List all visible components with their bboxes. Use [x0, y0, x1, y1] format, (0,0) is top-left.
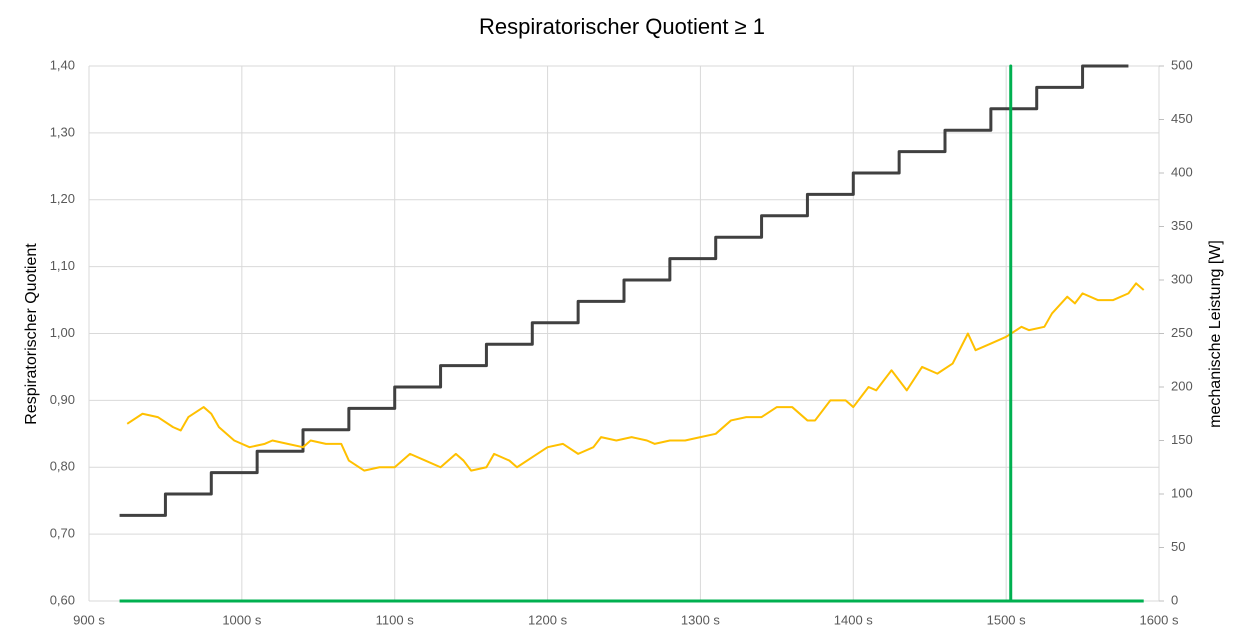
y-tick-label: 0,80: [50, 459, 75, 474]
data-line: [119, 64, 1144, 603]
chart-title: Respiratorischer Quotient ≥ 1: [479, 14, 765, 39]
y2-tick-label: 200: [1171, 378, 1193, 393]
x-tick-label: 1400 s: [834, 612, 874, 627]
y-tick-label: 0,90: [50, 392, 75, 407]
y2-tick-label: 300: [1171, 271, 1193, 286]
x-tick-label: 1500 s: [987, 612, 1027, 627]
y-tick-label: 1,10: [50, 258, 75, 273]
x-tick-label: 1200 s: [528, 612, 568, 627]
y-tick-label: 0,60: [50, 592, 75, 607]
y2-tick-label: 450: [1171, 111, 1193, 126]
y2-tick-label: 150: [1171, 432, 1193, 447]
y2-tick-label: 350: [1171, 218, 1193, 233]
y2-tick-label: 500: [1171, 57, 1193, 72]
y-tick-label: 1,20: [50, 191, 75, 206]
x-tick-label: 1100 s: [376, 612, 415, 627]
y-tick-label: 1,30: [50, 124, 75, 139]
data-line: [126, 282, 1145, 472]
y2-tick-label: 0: [1171, 592, 1178, 607]
y-tick-label: 0,70: [50, 526, 75, 541]
data-line: [119, 64, 1129, 517]
y2-tick-label: 100: [1171, 485, 1193, 500]
x-tick-label: 1600 s: [1139, 612, 1179, 627]
x-tick-label: 1000 s: [222, 612, 262, 627]
x-tick-label: 900 s: [73, 612, 105, 627]
y2-tick-label: 50: [1171, 539, 1185, 554]
x-tick-label: 1300 s: [681, 612, 721, 627]
y2-tick-label: 250: [1171, 325, 1193, 340]
y-tick-label: 1,40: [50, 57, 75, 72]
y-tick-label: 1,00: [50, 325, 75, 340]
y2-axis-label: mechanische Leistung [W]: [1207, 240, 1224, 428]
y2-tick-label: 400: [1171, 164, 1193, 179]
y-axis-label: Respiratorischer Quotient: [23, 243, 40, 425]
